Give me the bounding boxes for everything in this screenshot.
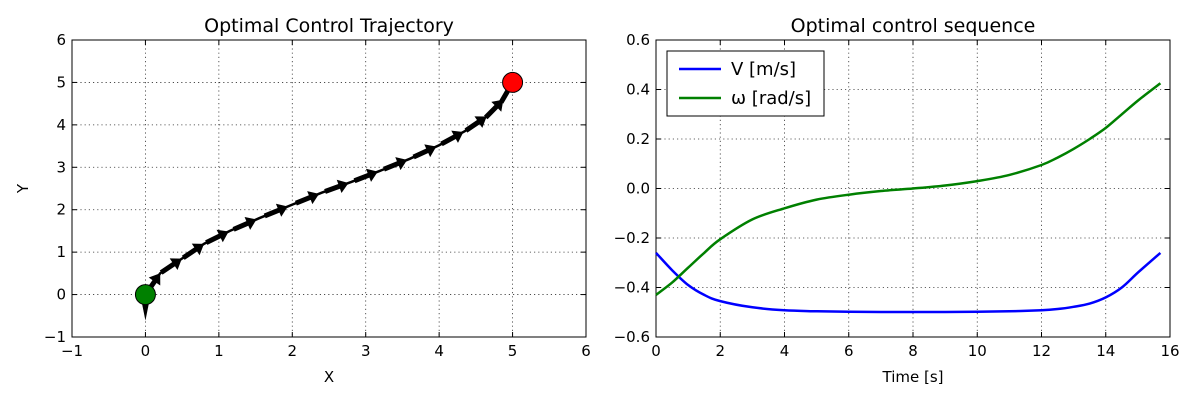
y-tick-label: −0.4 <box>614 279 650 297</box>
heading-arrow <box>232 216 257 232</box>
y-tick-label: 0.6 <box>626 31 650 49</box>
plot-frame <box>71 39 587 338</box>
chart-title: Optimal control sequence <box>791 15 1036 37</box>
heading-arrow <box>263 203 288 219</box>
x-tick-label: 2 <box>288 342 298 360</box>
y-axis-label: Y <box>14 183 32 194</box>
x-axis-label: Time [s] <box>882 368 944 386</box>
chart-2: 0 2 4 6 8 10 12 14 16 −0.6 −0.4 −0.2 0.0 0.2 0.4 0.6 Opt… <box>614 15 1180 386</box>
x-tick-label: −1 <box>61 342 83 360</box>
heading-arrow <box>205 229 229 245</box>
legend-label: V [m/s] <box>731 59 796 80</box>
y-tick-label: 0.2 <box>626 130 650 148</box>
x-tick-label: 1 <box>214 342 224 360</box>
heading-arrow <box>353 168 378 184</box>
x-tick-label: 8 <box>908 342 918 360</box>
y-tick-label: 2 <box>56 201 66 219</box>
x-tick-label: 0 <box>651 342 661 360</box>
y-tick-label: 6 <box>56 31 66 49</box>
y-tick-label: 0.0 <box>626 180 650 198</box>
series-line-v <box>655 251 1162 314</box>
y-tick-label: −0.2 <box>614 229 650 247</box>
series-line-omega <box>655 82 1162 296</box>
start-marker <box>134 284 156 306</box>
y-tick-label: 1 <box>56 243 66 261</box>
heading-arrow <box>440 130 464 147</box>
goal-marker <box>502 71 524 93</box>
legend-box <box>666 50 825 117</box>
heading-arrow <box>412 144 437 160</box>
heading-arrow <box>383 157 408 172</box>
y-tick-label: 3 <box>56 158 66 176</box>
x-tick-label: 0 <box>141 342 151 360</box>
x-tick-label: 4 <box>780 342 790 360</box>
heading-arrow <box>159 258 182 275</box>
legend-label: ω [rad/s] <box>731 88 811 109</box>
y-tick-label: 4 <box>56 116 66 134</box>
x-axis-label: X <box>324 368 334 386</box>
chart-1: −1 0 1 2 3 4 5 6 −1 0 1 2 3 4 5 6 Optimal Control Trajec… <box>14 15 591 386</box>
x-tick-label: 10 <box>968 342 987 360</box>
y-tick-label: −0.6 <box>614 328 650 346</box>
x-tick-label: 16 <box>1160 342 1179 360</box>
heading-arrow <box>483 99 504 120</box>
x-tick-label: 12 <box>1032 342 1051 360</box>
chart-title: Optimal Control Trajectory <box>204 15 454 37</box>
x-tick-label: 6 <box>844 342 854 360</box>
x-tick-label: 5 <box>508 342 518 360</box>
y-tick-label: 0 <box>56 286 66 304</box>
x-tick-label: 14 <box>1096 342 1115 360</box>
heading-arrow <box>324 179 349 194</box>
heading-arrow <box>464 116 487 133</box>
x-tick-label: 2 <box>715 342 725 360</box>
x-tick-label: 4 <box>434 342 444 360</box>
start-heading-arrow <box>141 300 150 321</box>
x-tick-label: 6 <box>581 342 591 360</box>
legend: V [m/s] ω [rad/s] <box>666 50 825 117</box>
heading-arrow <box>294 191 320 206</box>
x-tick-label: 3 <box>361 342 371 360</box>
y-tick-label: 0.4 <box>626 81 650 99</box>
y-tick-label: 5 <box>56 73 66 91</box>
y-tick-label: −1 <box>44 328 66 346</box>
heading-arrow <box>181 243 204 260</box>
